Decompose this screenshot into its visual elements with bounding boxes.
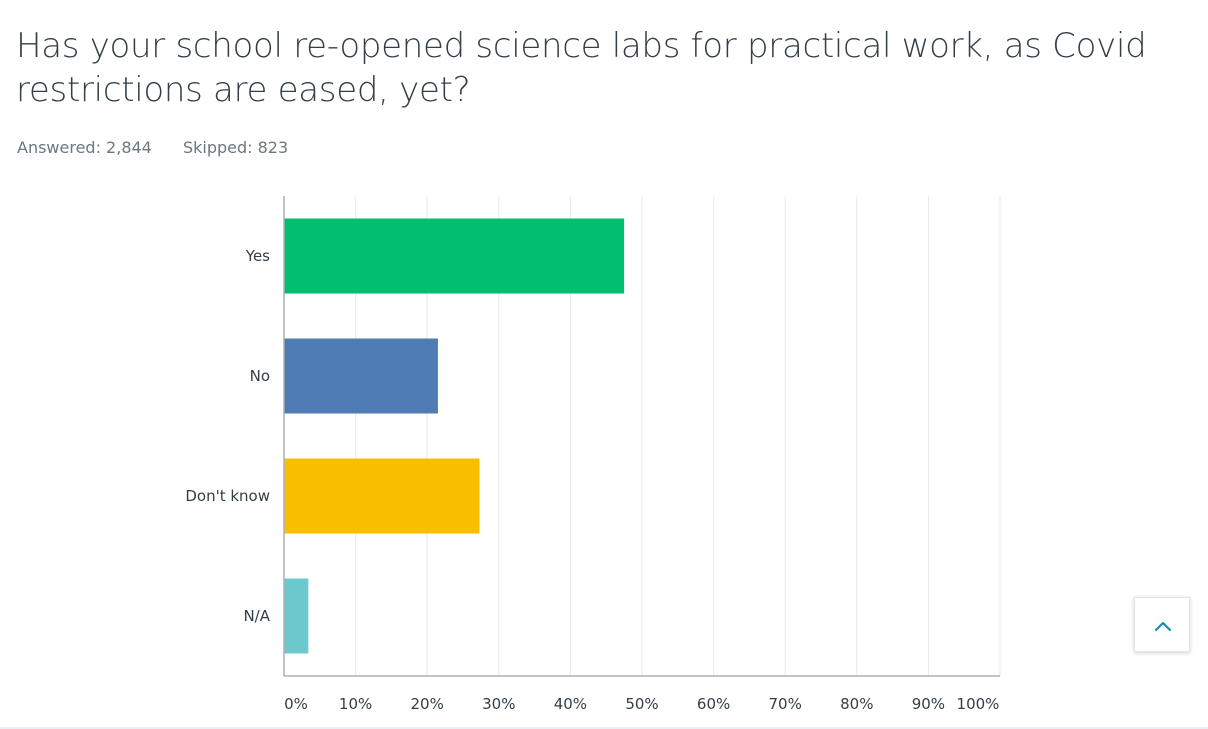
x-tick-label: 40% xyxy=(554,695,587,713)
skipped-count: Skipped: 823 xyxy=(182,138,289,157)
bar-n-a[interactable] xyxy=(284,578,309,654)
bar-yes[interactable] xyxy=(284,218,625,294)
question-title: Has your school re-opened science labs f… xyxy=(16,26,1147,110)
category-labels: Yes No Don't know N/A xyxy=(185,247,270,625)
x-tick-label: 30% xyxy=(482,695,515,713)
x-tick-label: 60% xyxy=(697,695,730,713)
bottom-divider xyxy=(0,727,1208,729)
x-tick-label: 100% xyxy=(957,695,1000,713)
bar-don-t-know[interactable] xyxy=(284,458,480,534)
chevron-up-icon xyxy=(1154,621,1172,632)
x-tick-label: 20% xyxy=(411,695,444,713)
category-label: N/A xyxy=(243,607,270,625)
x-tick-label: 0% xyxy=(284,695,308,713)
x-tick-label: 70% xyxy=(769,695,802,713)
x-tick-label: 10% xyxy=(339,695,372,713)
chart-bars xyxy=(284,218,625,654)
answered-count: Answered: 2,844 xyxy=(17,138,152,157)
x-tick-label: 80% xyxy=(840,695,873,713)
scroll-to-top-button[interactable] xyxy=(1134,597,1190,652)
category-label: Yes xyxy=(245,247,270,265)
response-stats: Answered: 2,844 Skipped: 823 xyxy=(17,138,314,157)
category-label: Don't know xyxy=(185,487,270,505)
x-tick-label: 90% xyxy=(912,695,945,713)
x-tick-label: 50% xyxy=(625,695,658,713)
x-axis-tick-labels: 0% 10% 20% 30% 40% 50% 60% 70% 80% 90% 100% xyxy=(284,695,999,713)
bar-no[interactable] xyxy=(284,338,438,414)
category-label: No xyxy=(250,367,270,385)
